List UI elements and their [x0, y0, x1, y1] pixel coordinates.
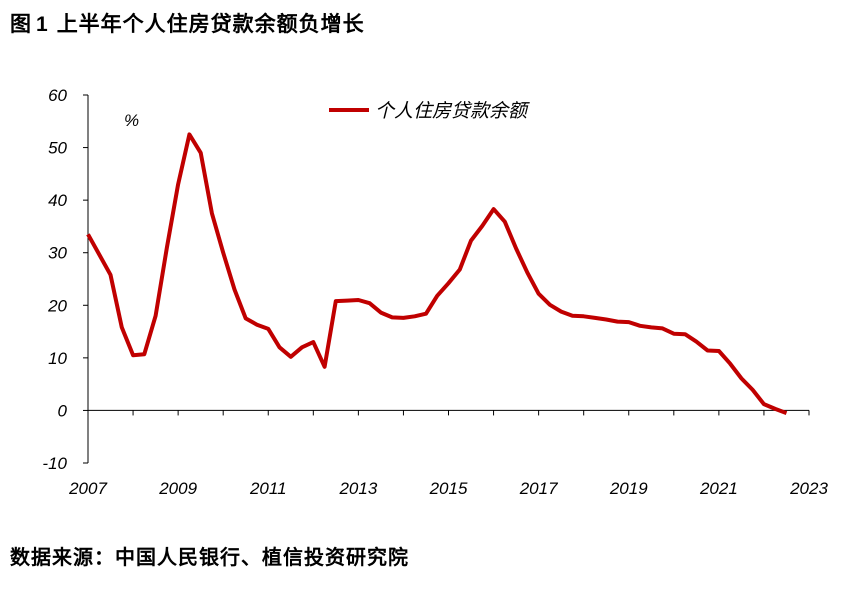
y-tick-label: 50	[48, 139, 67, 158]
series-group	[86, 132, 788, 415]
chart-axes	[83, 94, 810, 464]
x-tick-label: 2013	[338, 479, 377, 498]
figure-number: 1	[36, 13, 49, 36]
figure-title: 上半年个人住房贷款余额负增长	[56, 12, 365, 36]
y-tick-label: -10	[42, 454, 67, 473]
series-line	[86, 132, 788, 415]
x-tick-label: 2017	[519, 479, 558, 498]
x-tick-label: 2021	[699, 479, 738, 498]
x-tick-label: 2009	[158, 479, 197, 498]
figure-title-row: 图 1 上半年个人住房贷款余额负增长	[10, 8, 365, 38]
x-tick-label: 2019	[609, 479, 648, 498]
y-tick-label: 30	[48, 244, 67, 263]
x-tick-label: 2007	[68, 479, 107, 498]
y-tick-label: 0	[58, 401, 68, 420]
x-tick-labels: 2007 2009 2011 2013 2015 2017 2019 2021 2023	[68, 479, 828, 498]
y-axis-unit: %	[124, 111, 139, 130]
data-source: 数据来源：中国人民银行、植信投资研究院	[10, 545, 409, 569]
y-tick-label: 60	[48, 86, 67, 105]
legend-label: 个人住房贷款余额	[375, 100, 530, 122]
x-tick-label: 2023	[789, 479, 828, 498]
y-tick-labels: 60 50 40 30 20 10 0 -10	[42, 86, 67, 473]
legend: 个人住房贷款余额	[329, 100, 530, 122]
y-tick-label: 40	[48, 191, 67, 210]
y-tick-label: 20	[47, 296, 67, 315]
y-tick-label: 10	[48, 349, 67, 368]
x-tick-label: 2015	[429, 479, 468, 498]
x-tick-label: 2011	[249, 479, 287, 498]
figure-label: 图	[10, 12, 32, 36]
